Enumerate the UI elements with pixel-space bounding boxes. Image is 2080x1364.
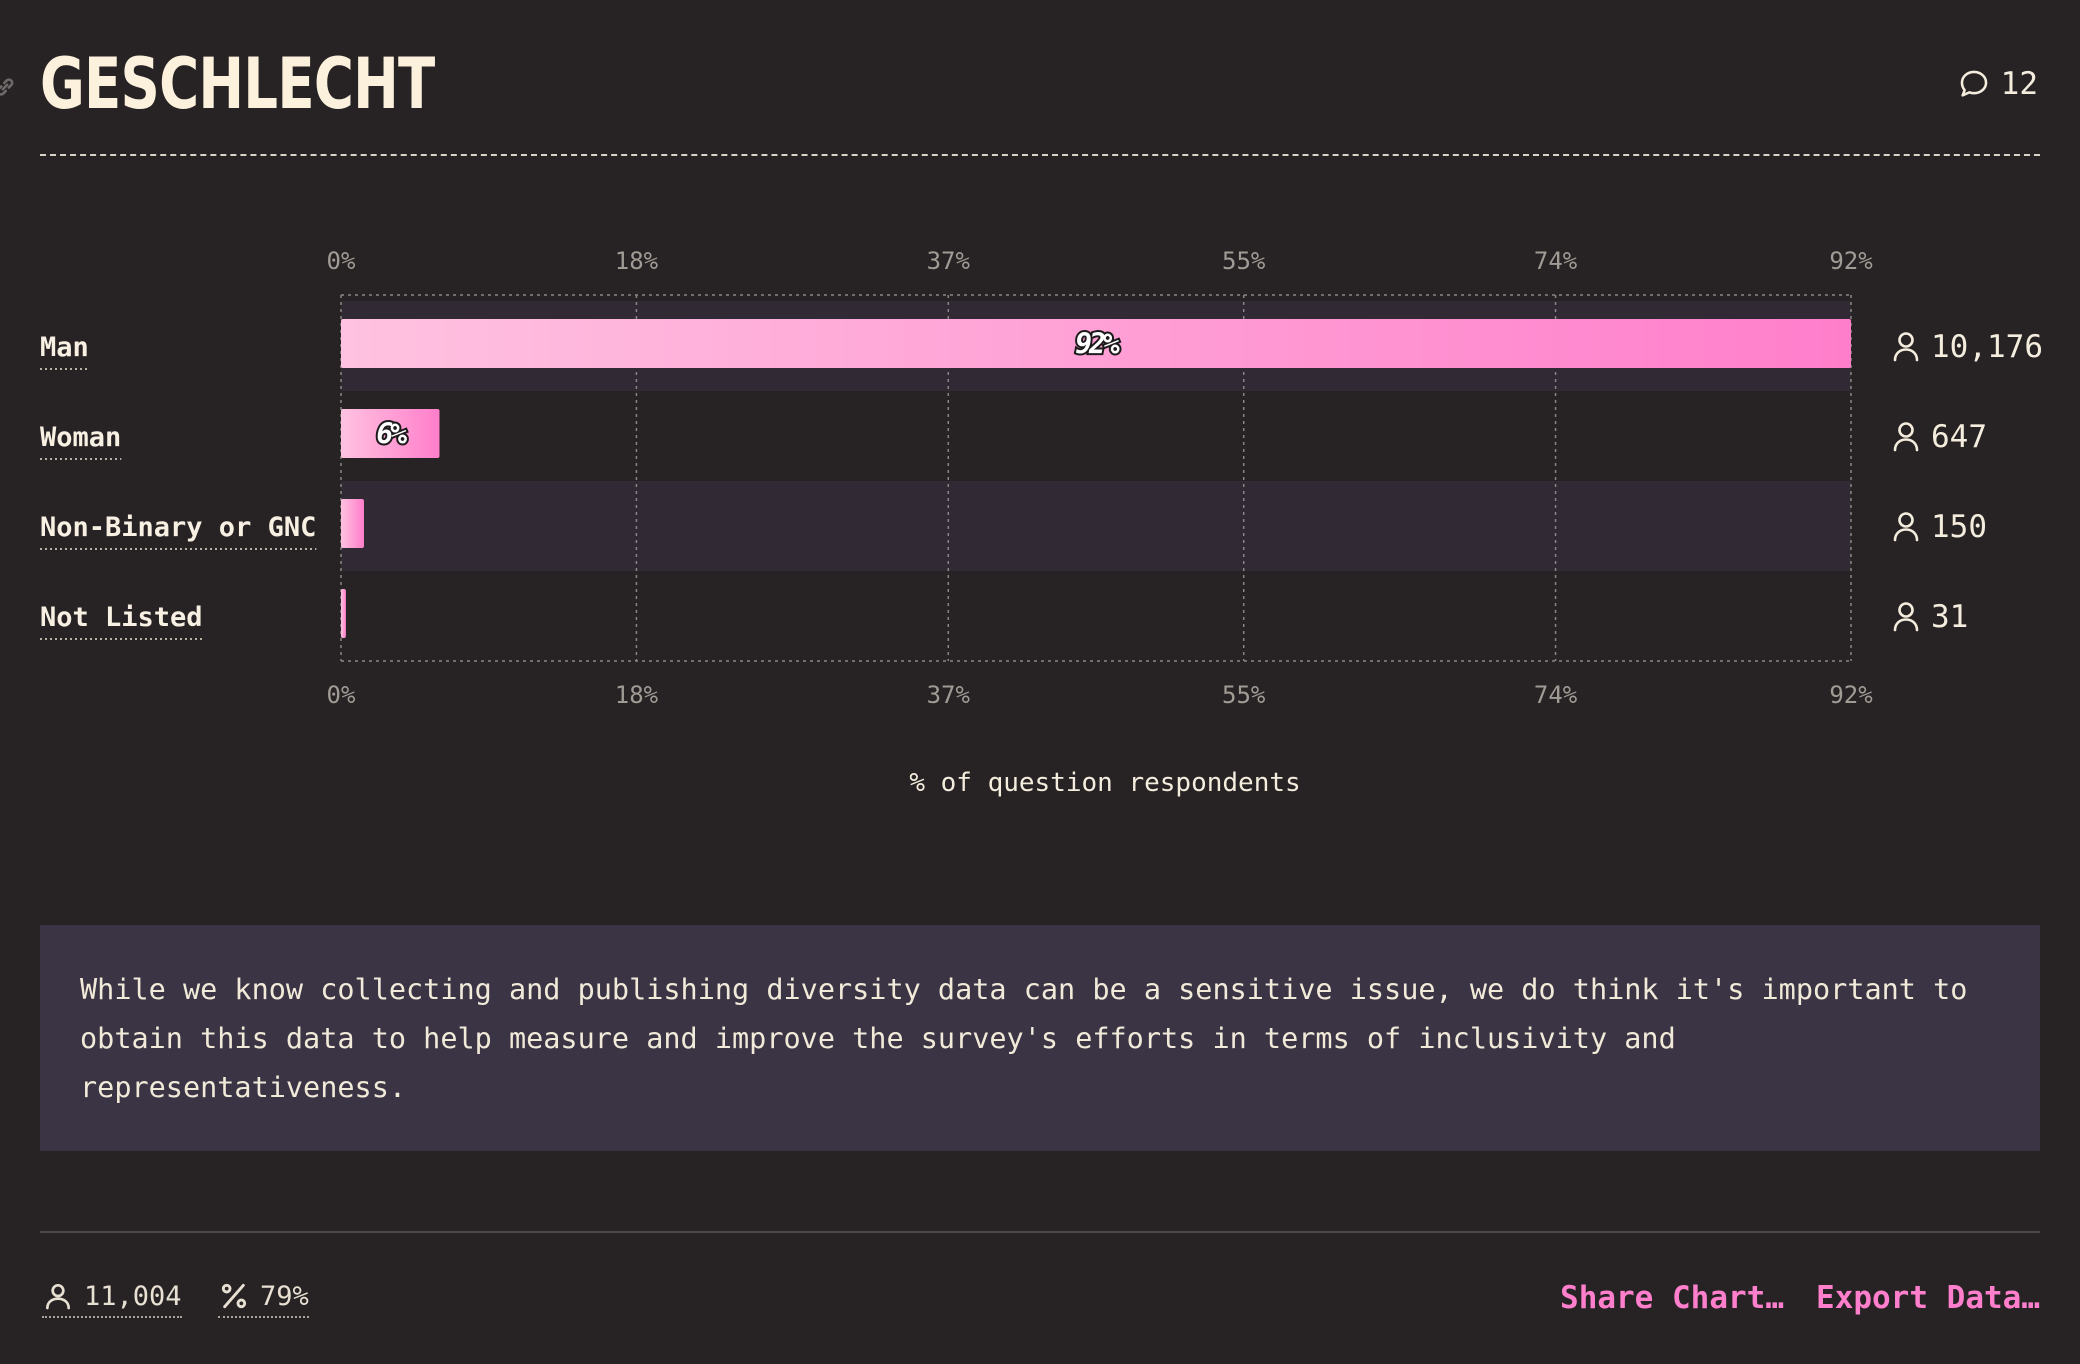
bar[interactable]	[341, 319, 1851, 368]
respondent-count: 10,176	[1931, 329, 2043, 365]
category-label[interactable]: Woman	[40, 422, 121, 453]
share-chart-link[interactable]: Share Chart…	[1560, 1280, 1784, 1316]
link-icon[interactable]	[0, 74, 18, 100]
bottom-tick-label: 55%	[1222, 681, 1266, 709]
bar-value-label: 92%	[1075, 328, 1120, 361]
top-tick-label: 0%	[327, 247, 356, 275]
bottom-tick-label: 0%	[327, 681, 356, 709]
bar[interactable]	[341, 409, 440, 458]
person-icon	[1893, 332, 1919, 362]
response-percentage[interactable]: 79%	[218, 1280, 309, 1318]
bottom-tick-label: 18%	[615, 681, 659, 709]
top-tick-label: 92%	[1829, 247, 1873, 275]
category-label[interactable]: Not Listed	[40, 602, 203, 633]
category-label[interactable]: Non-Binary or GNC	[40, 512, 316, 543]
comment-count: 12	[2000, 66, 2038, 102]
category-label[interactable]: Man	[40, 332, 89, 363]
respondent-count: 647	[1931, 419, 1987, 455]
bottom-tick-label: 37%	[927, 681, 971, 709]
footer-divider	[40, 1231, 2040, 1233]
percent-value: 79%	[260, 1280, 309, 1312]
person-icon	[46, 1284, 70, 1310]
top-tick-label: 74%	[1534, 247, 1578, 275]
bottom-tick-label: 74%	[1534, 681, 1578, 709]
bar-value-label: 6%	[376, 418, 407, 451]
export-data-link[interactable]: Export Data…	[1816, 1280, 2040, 1316]
bar-chart: 92% 6% 0% 0% 18% 18% 37% 37% 55% 55% 74% 74% 92% 92%…	[40, 247, 2043, 798]
comment-icon	[1960, 70, 1987, 97]
row-band	[341, 481, 1851, 571]
person-icon	[1893, 422, 1919, 452]
person-icon	[1893, 602, 1919, 632]
bottom-tick-label: 92%	[1829, 681, 1873, 709]
comments-button[interactable]: 12	[1957, 66, 2038, 102]
bar[interactable]	[341, 499, 364, 548]
x-axis-label: % of question respondents	[909, 768, 1300, 798]
title-divider	[40, 154, 2040, 156]
top-tick-label: 55%	[1222, 247, 1266, 275]
top-tick-label: 37%	[927, 247, 971, 275]
top-tick-label: 18%	[615, 247, 659, 275]
chart-title: GESCHLECHT	[40, 43, 435, 125]
respondent-count: 31	[1931, 599, 1968, 635]
percent-icon	[221, 1283, 247, 1309]
respondents-value: 11,004	[84, 1280, 182, 1312]
chart-note: While we know collecting and publishing …	[40, 925, 2040, 1151]
person-icon	[1893, 512, 1919, 542]
total-respondents[interactable]: 11,004	[42, 1280, 182, 1318]
bar[interactable]	[341, 589, 346, 638]
respondent-count: 150	[1931, 509, 1987, 545]
